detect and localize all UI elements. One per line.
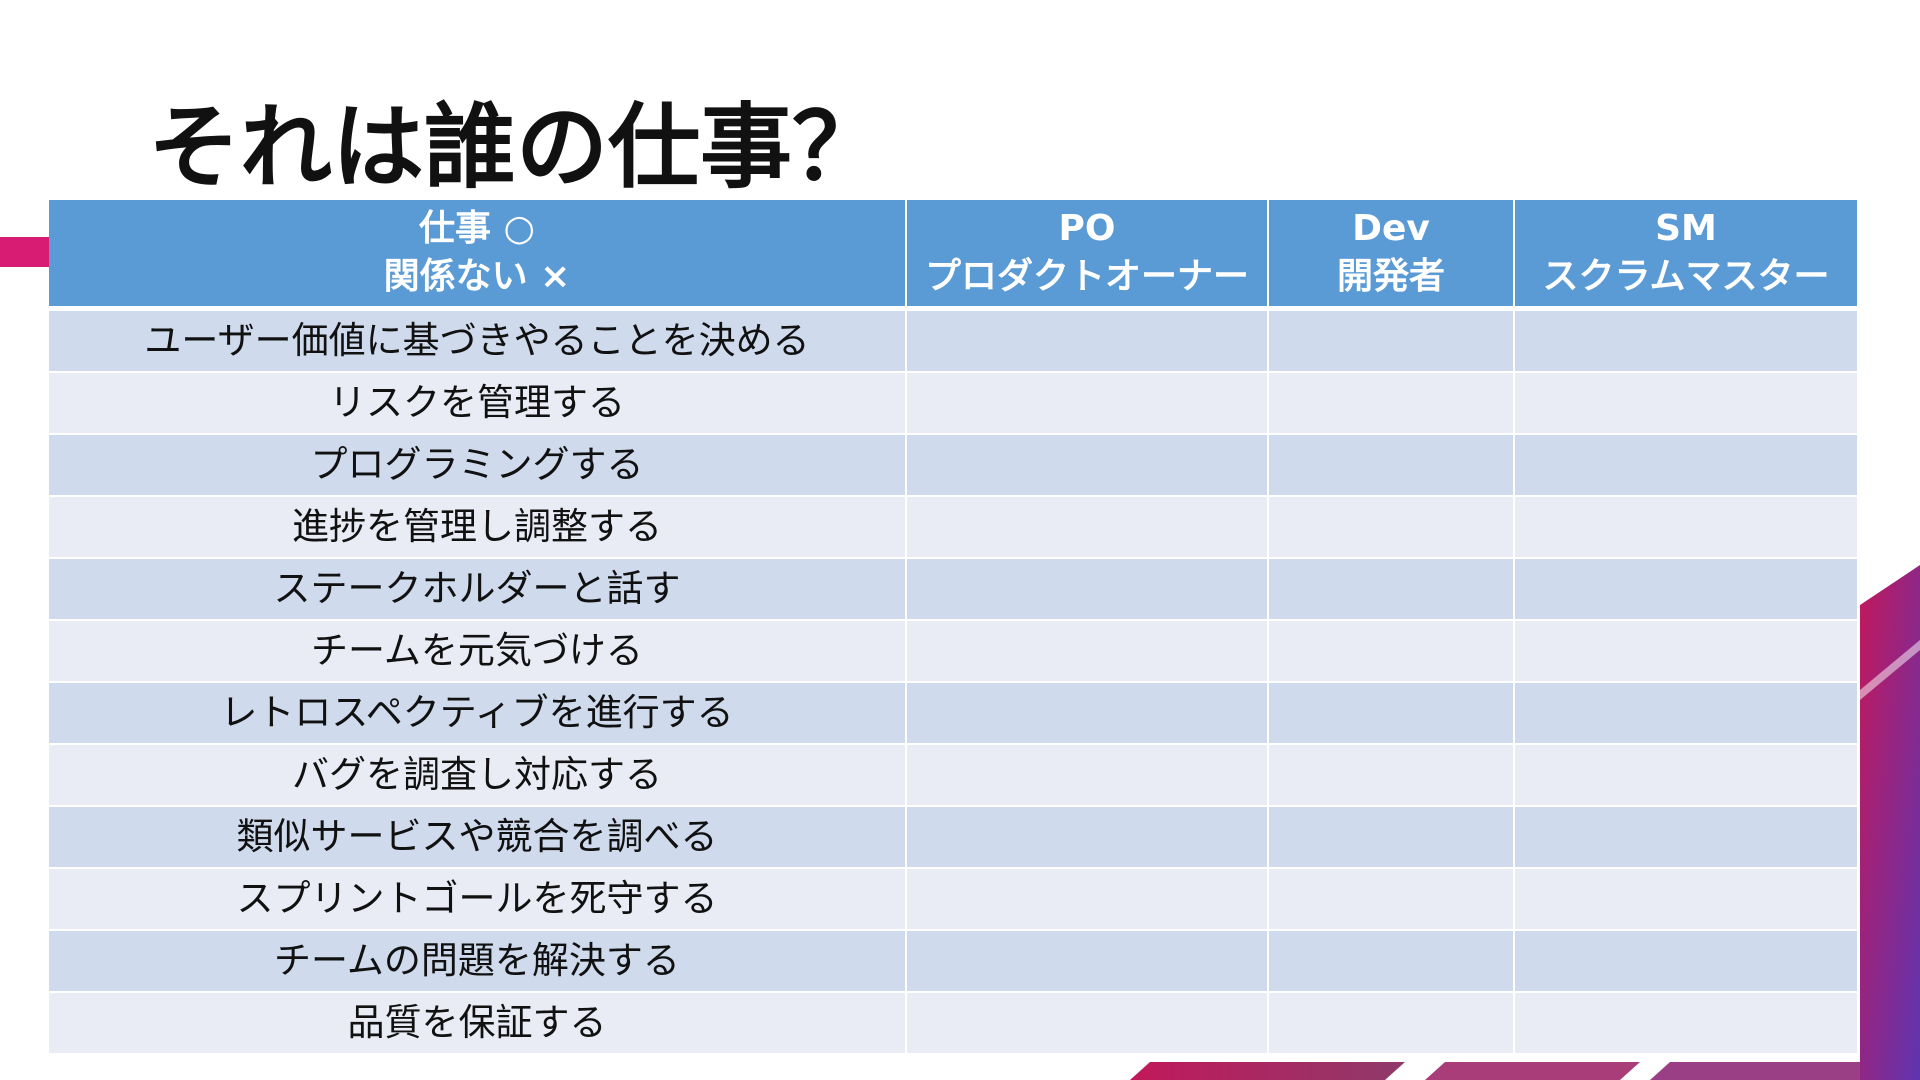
po-cell	[906, 558, 1269, 621]
header-task-line1: 仕事 ○	[419, 208, 535, 249]
dev-cell	[1268, 496, 1515, 559]
task-cell: 進捗を管理し調整する	[49, 496, 907, 559]
sm-cell	[1514, 930, 1857, 993]
bottom-stripe-shape	[1425, 1062, 1640, 1080]
task-cell: バグを調査し対応する	[49, 744, 907, 807]
header-sm-line2: スクラムマスター	[1542, 256, 1830, 297]
table-row: プログラミングする	[49, 434, 1857, 497]
task-cell: チームの問題を解決する	[49, 930, 907, 993]
sm-cell	[1514, 806, 1857, 869]
table-row: スプリントゴールを死守する	[49, 868, 1857, 931]
table-row: 品質を保証する	[49, 992, 1857, 1055]
task-cell: スプリントゴールを死守する	[49, 868, 907, 931]
left-accent-bar	[0, 237, 49, 267]
dev-cell	[1268, 620, 1515, 683]
dev-cell	[1268, 806, 1515, 869]
sm-cell	[1514, 868, 1857, 931]
sm-cell	[1514, 558, 1857, 621]
bottom-stripe-shape	[1130, 1062, 1405, 1080]
header-sm-line1: SM	[1655, 208, 1717, 249]
table-row: 類似サービスや競合を調べる	[49, 806, 1857, 869]
right-stripe-shape	[1860, 565, 1920, 1080]
table-header-row: 仕事 ○ 関係ない × PO プロダクトオーナー Dev 開発者 SM スクラム…	[49, 200, 1857, 311]
task-cell: チームを元気づける	[49, 620, 907, 683]
sm-cell	[1514, 744, 1857, 807]
header-po-line2: プロダクトオーナー	[924, 256, 1249, 297]
task-cell: 類似サービスや競合を調べる	[49, 806, 907, 869]
task-cell: レトロスペクティブを進行する	[49, 682, 907, 745]
table-row: ユーザー価値に基づきやることを決める	[49, 308, 1857, 373]
task-cell: 品質を保証する	[49, 992, 907, 1055]
table-row: チームの問題を解決する	[49, 930, 1857, 993]
po-cell	[906, 308, 1269, 373]
header-dev: Dev 開発者	[1268, 200, 1515, 311]
sm-cell	[1514, 434, 1857, 497]
header-sm: SM スクラムマスター	[1514, 200, 1857, 311]
po-cell	[906, 930, 1269, 993]
dev-cell	[1268, 308, 1515, 373]
po-cell	[906, 806, 1269, 869]
bottom-stripe-shape	[1650, 1062, 1860, 1080]
header-task-line2: 関係ない ×	[383, 256, 571, 297]
task-cell: ステークホルダーと話す	[49, 558, 907, 621]
sm-cell	[1514, 496, 1857, 559]
sm-cell	[1514, 620, 1857, 683]
dev-cell	[1268, 558, 1515, 621]
right-stripe-shape-2	[1860, 640, 1920, 700]
table-row: レトロスペクティブを進行する	[49, 682, 1857, 745]
table-row: バグを調査し対応する	[49, 744, 1857, 807]
header-po: PO プロダクトオーナー	[906, 200, 1269, 311]
po-cell	[906, 992, 1269, 1055]
po-cell	[906, 496, 1269, 559]
task-cell: プログラミングする	[49, 434, 907, 497]
header-dev-line2: 開発者	[1336, 256, 1445, 297]
task-cell: ユーザー価値に基づきやることを決める	[49, 308, 907, 373]
po-cell	[906, 744, 1269, 807]
header-po-line1: PO	[1058, 208, 1116, 249]
slide-title: それは誰の仕事？	[148, 94, 885, 201]
po-cell	[906, 620, 1269, 683]
po-cell	[906, 372, 1269, 435]
dev-cell	[1268, 992, 1515, 1055]
po-cell	[906, 434, 1269, 497]
dev-cell	[1268, 744, 1515, 807]
sm-cell	[1514, 992, 1857, 1055]
dev-cell	[1268, 930, 1515, 993]
dev-cell	[1268, 372, 1515, 435]
dev-cell	[1268, 434, 1515, 497]
responsibility-table: 仕事 ○ 関係ない × PO プロダクトオーナー Dev 開発者 SM スクラム…	[49, 200, 1857, 1055]
sm-cell	[1514, 308, 1857, 373]
sm-cell	[1514, 682, 1857, 745]
dev-cell	[1268, 868, 1515, 931]
table-row: 進捗を管理し調整する	[49, 496, 1857, 559]
table-row: チームを元気づける	[49, 620, 1857, 683]
task-cell: リスクを管理する	[49, 372, 907, 435]
table-row: リスクを管理する	[49, 372, 1857, 435]
po-cell	[906, 682, 1269, 745]
dev-cell	[1268, 682, 1515, 745]
header-task: 仕事 ○ 関係ない ×	[49, 200, 907, 311]
header-dev-line1: Dev	[1352, 208, 1430, 249]
table-row: ステークホルダーと話す	[49, 558, 1857, 621]
po-cell	[906, 868, 1269, 931]
sm-cell	[1514, 372, 1857, 435]
